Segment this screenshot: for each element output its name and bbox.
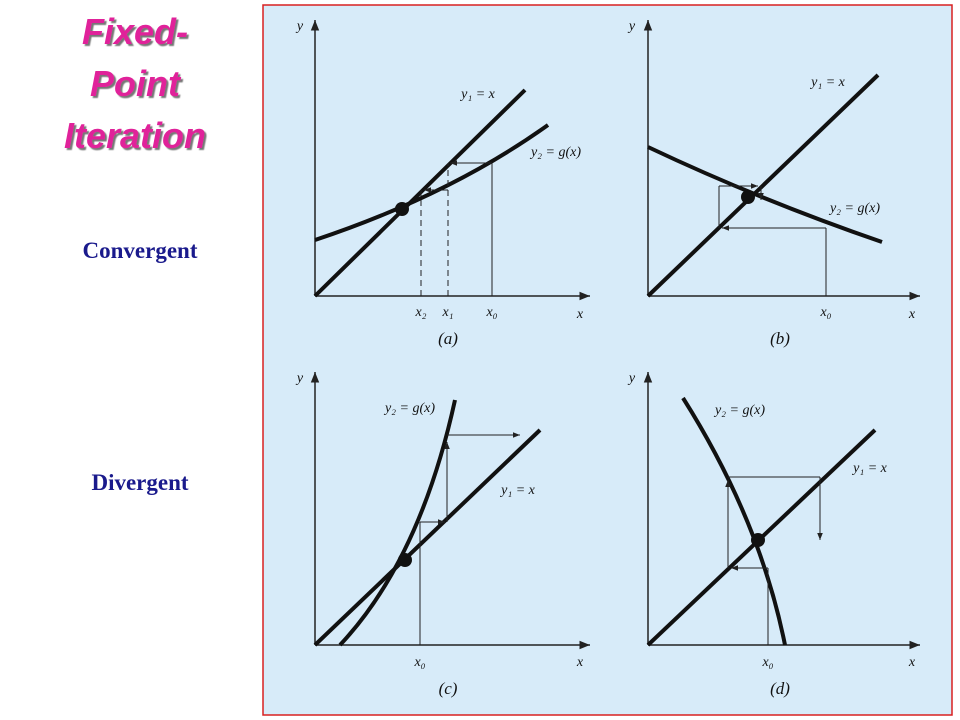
curve-label: y₂ = g(x) bbox=[383, 401, 435, 416]
curve-label: y₂ = g(x) bbox=[713, 403, 765, 418]
line-label: y₁ = x bbox=[851, 461, 888, 476]
axis-label: y bbox=[295, 371, 304, 386]
panel: y x y₁ = x y₂ = g(x) x₀ (b) bbox=[627, 19, 920, 348]
panel: y x y₁ = x y₂ = g(x) x₂ x₁ x₀ (a) bbox=[295, 19, 590, 348]
title-line: Iteration bbox=[64, 115, 206, 156]
row-label: Convergent bbox=[83, 238, 198, 263]
axis-label: x bbox=[908, 655, 916, 670]
row-label: Divergent bbox=[91, 470, 188, 495]
x-mark: x₂ bbox=[414, 305, 426, 320]
x-mark: x₀ bbox=[485, 305, 497, 320]
axis-label: x bbox=[576, 655, 584, 670]
caption: (b) bbox=[770, 329, 790, 348]
line-label: y₁ = x bbox=[809, 75, 846, 90]
caption: (c) bbox=[439, 679, 458, 698]
x-mark: x₁ bbox=[441, 305, 453, 320]
x-mark: x₀ bbox=[819, 305, 831, 320]
title-line: Point bbox=[90, 63, 182, 104]
x-mark: x₀ bbox=[413, 655, 425, 670]
caption: (a) bbox=[438, 329, 458, 348]
curve-label: y₂ = g(x) bbox=[529, 145, 581, 160]
axis-label: y bbox=[627, 19, 636, 34]
caption: (d) bbox=[770, 679, 790, 698]
curve-label: y₂ = g(x) bbox=[828, 201, 880, 216]
axis-label: y bbox=[627, 371, 636, 386]
line-label: y₁ = x bbox=[499, 483, 536, 498]
axis-label: x bbox=[908, 307, 916, 322]
x-mark: x₀ bbox=[761, 655, 773, 670]
panel: y x y₁ = x y₂ = g(x) x₀ (c) bbox=[295, 371, 590, 698]
line-label: y₁ = x bbox=[459, 87, 496, 102]
axis-label: y bbox=[295, 19, 304, 34]
figure-frame bbox=[262, 4, 953, 716]
panel: y x y₁ = x y₂ = g(x) x₀ (d) bbox=[627, 371, 920, 698]
title: Fixed- Point Iteration bbox=[64, 11, 206, 156]
axis-label: x bbox=[576, 307, 584, 322]
title-line: Fixed- bbox=[82, 11, 188, 52]
